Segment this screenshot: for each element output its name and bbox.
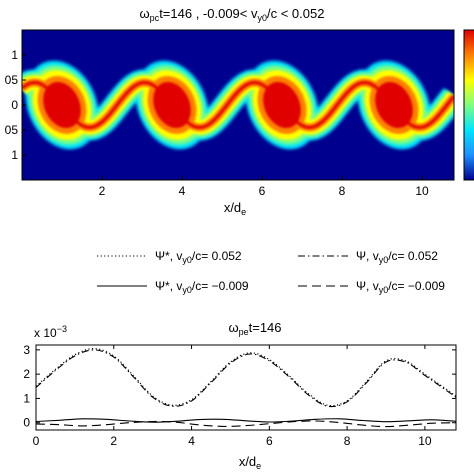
heatmap-island	[375, 81, 413, 129]
lineplot-frame	[35, 344, 457, 431]
legend-label: Ψ*, vy0/c= 0.052	[155, 249, 242, 265]
heatmap-x-tick-label: 4	[179, 184, 186, 198]
lineplot-xlabel: x/de	[239, 454, 261, 471]
heatmap-x-tick-label: 10	[415, 184, 429, 198]
heatmap-title: ωpct=146 , -0.009< vy0/c < 0.052	[140, 6, 325, 23]
lineplot-x-tick-label: 4	[188, 434, 195, 448]
lineplot-title: ωpet=146	[228, 320, 281, 337]
heatmap-island	[43, 81, 81, 129]
heatmap-y-tick-label: 05	[5, 123, 19, 137]
lineplot-y-tick-label: 0	[23, 416, 30, 430]
lineplot-x-tick-label: 2	[110, 434, 117, 448]
lineplot-x-ticks: 0 2 4 6 8 10	[33, 345, 432, 448]
lineplot-y-tick-label: 2	[23, 367, 30, 381]
heatmap-plot-area	[22, 30, 454, 180]
legend-entry: Ψ, vy0/c= 0.052	[298, 249, 438, 265]
lineplot-multiplier: x 10−3	[34, 324, 67, 340]
heatmap-y-tick-label: 1	[11, 148, 18, 162]
heatmap-x-ticks: 2 4 6 8 10	[99, 176, 429, 198]
heatmap-y-tick-label: 1	[11, 48, 18, 62]
series-line-4	[36, 420, 456, 428]
lineplot-x-tick-label: 10	[418, 434, 432, 448]
lineplot-x-tick-label: 6	[266, 434, 273, 448]
lineplot-y-tick-label: 3	[23, 343, 30, 357]
series-line-2	[36, 349, 456, 408]
legend-entry: Ψ*, vy0/c= 0.052	[97, 249, 242, 265]
series-line-1	[36, 348, 456, 407]
lineplot-series	[36, 348, 456, 428]
heatmap-x-tick-label: 8	[339, 184, 346, 198]
line-legend: Ψ*, vy0/c= 0.052 Ψ, vy0/c= 0.052 Ψ*, vy0/c…	[97, 249, 445, 295]
legend-label: Ψ, vy0/c= 0.052	[356, 249, 438, 265]
legend-label: Ψ, vy0/c= −0.009	[356, 279, 445, 295]
heatmap-island	[263, 81, 301, 129]
lineplot-x-tick-label: 0	[33, 434, 40, 448]
heatmap-x-tick-label: 2	[99, 184, 106, 198]
heatmap-x-tick-label: 6	[259, 184, 266, 198]
colorbar	[463, 29, 474, 181]
lineplot-x-tick-label: 8	[344, 434, 351, 448]
heatmap-level-5	[22, 81, 454, 129]
heatmap-y-ticks: 1 05 0 05 1	[5, 48, 26, 162]
heatmap-y-tick-label: 0	[11, 98, 18, 112]
legend-entry: Ψ*, vy0/c= −0.009	[97, 279, 249, 295]
heatmap-island	[153, 81, 191, 129]
legend-entry: Ψ, vy0/c= −0.009	[298, 279, 445, 295]
lineplot-y-ticks: 0 1 2 3	[23, 343, 456, 430]
series-line-3	[36, 418, 456, 423]
lineplot-y-tick-label: 1	[23, 391, 30, 405]
heatmap-xlabel: x/de	[224, 200, 246, 217]
legend-label: Ψ*, vy0/c= −0.009	[155, 279, 249, 295]
heatmap-y-tick-label: 05	[5, 73, 19, 87]
